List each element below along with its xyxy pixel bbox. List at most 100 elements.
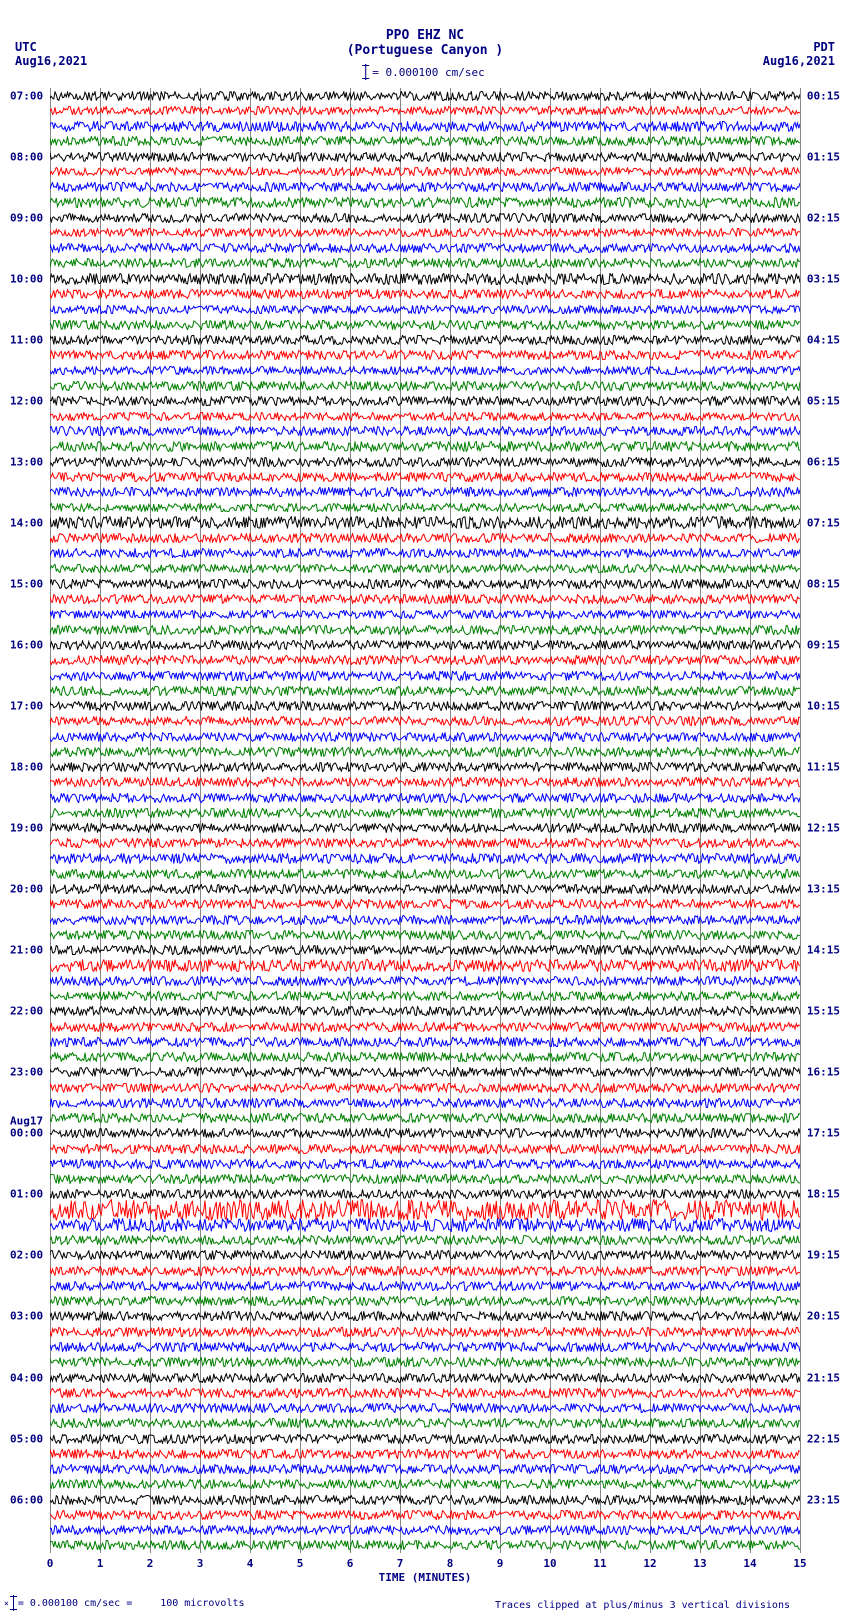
trace-row	[50, 1159, 800, 1169]
trace-row	[50, 1083, 800, 1093]
left-time-label: 18:00	[10, 761, 43, 774]
trace-row	[50, 838, 800, 848]
x-tick: 9	[497, 1557, 504, 1570]
trace-row	[50, 1296, 800, 1306]
right-time-label: 17:15	[807, 1127, 840, 1140]
left-time-label: 08:00	[10, 150, 43, 163]
trace-row	[50, 747, 800, 757]
trace-row	[50, 1540, 800, 1550]
x-tick: 1	[97, 1557, 104, 1570]
trace-row	[50, 686, 800, 696]
left-time-label: 03:00	[10, 1310, 43, 1323]
right-time-label: 04:15	[807, 333, 840, 346]
x-axis-title: TIME (MINUTES)	[379, 1571, 472, 1584]
left-time-label: 14:00	[10, 516, 43, 529]
x-tick: 12	[643, 1557, 656, 1570]
trace-row	[50, 167, 800, 176]
trace-row	[50, 976, 800, 986]
station-code: PPO EHZ NC	[347, 28, 504, 43]
right-time-label: 19:15	[807, 1249, 840, 1262]
right-time-label: 20:15	[807, 1310, 840, 1323]
trace-row	[50, 762, 800, 772]
left-time-label: 13:00	[10, 455, 43, 468]
header: UTC Aug16,2021 PDT Aug16,2021 PPO EHZ NC…	[0, 0, 850, 80]
trace-row	[50, 1281, 800, 1291]
trace-row	[50, 228, 800, 237]
left-time-label: 20:00	[10, 883, 43, 896]
x-tick: 13	[693, 1557, 706, 1570]
x-tick: 11	[593, 1557, 606, 1570]
trace-row	[50, 1098, 800, 1108]
left-time-label: 11:00	[10, 333, 43, 346]
trace-row	[50, 808, 800, 818]
tz-left-date: Aug16,2021	[15, 54, 87, 68]
left-time-label: 02:00	[10, 1249, 43, 1262]
trace-row	[50, 1174, 800, 1184]
right-time-label: 01:15	[807, 150, 840, 163]
x-tick: 3	[197, 1557, 204, 1570]
x-tick: 0	[47, 1557, 54, 1570]
title-block: PPO EHZ NC (Portuguese Canyon )	[347, 28, 504, 58]
trace-row	[50, 516, 800, 529]
x-tick: 8	[447, 1557, 454, 1570]
trace-row	[50, 579, 800, 589]
x-tick: 5	[297, 1557, 304, 1570]
trace-row	[50, 1067, 800, 1077]
trace-row	[50, 457, 800, 467]
trace-row	[50, 625, 800, 635]
right-time-label: 08:15	[807, 577, 840, 590]
right-time-label: 00:15	[807, 89, 840, 102]
footer-left-suffix: 100 microvolts	[160, 1598, 244, 1609]
left-time-label: 12:00	[10, 394, 43, 407]
trace-row	[50, 412, 800, 421]
trace-row	[50, 1235, 800, 1245]
trace-row	[50, 1218, 800, 1232]
trace-row	[50, 1037, 800, 1047]
trace-row	[50, 1128, 800, 1138]
x-tick: 6	[347, 1557, 354, 1570]
trace-row	[50, 1311, 800, 1321]
trace-row	[50, 426, 800, 436]
trace-row	[50, 197, 800, 208]
trace-row	[50, 884, 800, 894]
trace-row	[50, 671, 800, 681]
right-time-label: 06:15	[807, 455, 840, 468]
trace-row	[50, 823, 800, 833]
scale-text: = 0.000100 cm/sec	[372, 66, 485, 79]
trace-row	[50, 1388, 800, 1398]
footer-left: × = 0.000100 cm/sec = 100 microvolts	[4, 1595, 245, 1611]
tz-left: UTC Aug16,2021	[15, 40, 87, 68]
trace-row	[50, 1250, 800, 1260]
trace-row	[50, 106, 800, 115]
x-axis: 0123456789101112131415 TIME (MINUTES)	[50, 1553, 800, 1583]
trace-row	[50, 1006, 800, 1016]
trace-row	[50, 716, 800, 726]
tz-right-date: Aug16,2021	[763, 54, 835, 68]
left-time-label: 22:00	[10, 1005, 43, 1018]
trace-row	[50, 381, 800, 391]
trace-row	[50, 1327, 800, 1337]
trace-row	[50, 1022, 800, 1032]
left-time-label: 16:00	[10, 639, 43, 652]
x-tick: 15	[793, 1557, 806, 1570]
trace-row	[50, 777, 800, 787]
trace-row	[50, 1479, 800, 1489]
x-tick: 7	[397, 1557, 404, 1570]
left-time-label: 21:00	[10, 944, 43, 957]
right-time-label: 14:15	[807, 944, 840, 957]
trace-row	[50, 91, 800, 101]
right-time-label: 05:15	[807, 394, 840, 407]
left-time-label: 01:00	[10, 1188, 43, 1201]
trace-row	[50, 959, 800, 972]
trace-row	[50, 258, 800, 268]
trace-row	[50, 1434, 800, 1444]
trace-row	[50, 487, 800, 497]
left-time-label: 04:00	[10, 1371, 43, 1384]
trace-row	[50, 853, 800, 864]
trace-row	[50, 915, 800, 925]
trace-row	[50, 441, 800, 452]
trace-row	[50, 533, 800, 543]
x-tick: 10	[543, 1557, 556, 1570]
trace-row	[50, 289, 800, 299]
seismogram-container: UTC Aug16,2021 PDT Aug16,2021 PPO EHZ NC…	[0, 0, 850, 1613]
